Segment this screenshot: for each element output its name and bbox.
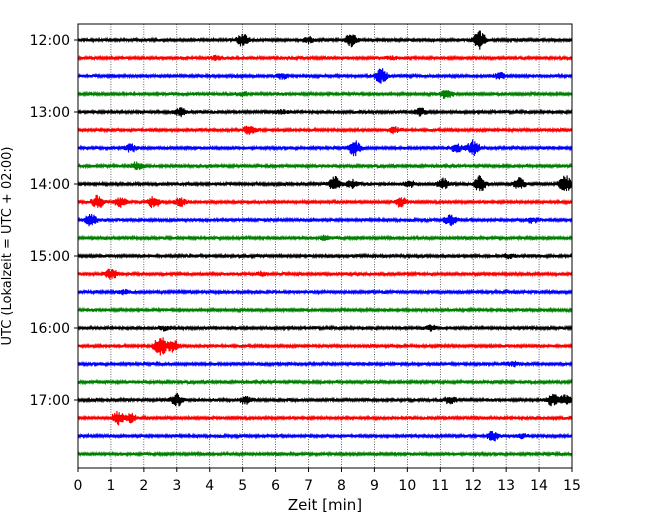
- trace-line: [77, 54, 573, 62]
- trace-line: [77, 30, 573, 50]
- trace-line: [77, 360, 573, 368]
- trace-line: [77, 175, 573, 192]
- plot-frame: [77, 23, 573, 469]
- trace-line: [77, 139, 573, 157]
- x-tick-label: 14: [530, 478, 548, 494]
- x-tick-label: 11: [431, 478, 449, 494]
- trace-line: [77, 234, 573, 242]
- trace-line: [77, 90, 573, 99]
- trace-line: [77, 268, 573, 280]
- seismic-traces: [77, 30, 573, 458]
- trace-line: [77, 306, 573, 314]
- trace-line: [77, 337, 573, 356]
- trace-line: [77, 430, 573, 442]
- x-tick-label: 4: [205, 478, 214, 494]
- trace-line: [77, 68, 573, 84]
- trace-line: [77, 410, 573, 426]
- trace-line: [77, 161, 573, 171]
- x-tick-label: 3: [172, 478, 181, 494]
- x-axis-ticks: 0 1 2 3 4 5 6 7 8 9 10 11 12 13 14 15: [74, 468, 581, 494]
- trace-line: [77, 288, 573, 296]
- x-tick-label: 8: [337, 478, 346, 494]
- y-tick-label: 15:00: [30, 249, 70, 265]
- trace-line: [77, 107, 573, 118]
- x-tick-label: 9: [370, 478, 379, 494]
- trace-line: [77, 378, 573, 386]
- y-tick-label: 12:00: [30, 33, 70, 49]
- trace-line: [77, 450, 573, 458]
- y-tick-label: 17:00: [30, 393, 70, 409]
- x-tick-label: 6: [271, 478, 280, 494]
- trace-line: [77, 393, 573, 407]
- x-tick-label: 0: [74, 478, 83, 494]
- x-tick-label: 12: [464, 478, 482, 494]
- trace-line: [77, 324, 573, 332]
- y-axis-ticks: 12:00 13:00 14:00 15:00 16:00 17:00: [30, 33, 78, 409]
- trace-line: [77, 213, 573, 227]
- x-tick-label: 13: [497, 478, 515, 494]
- trace-line: [77, 194, 573, 209]
- x-tick-label: 2: [139, 478, 148, 494]
- plot-background: [78, 24, 572, 468]
- x-tick-label: 1: [106, 478, 115, 494]
- x-axis-label: Zeit [min]: [288, 496, 362, 514]
- x-tick-label: 15: [563, 478, 581, 494]
- x-tick-label: 10: [398, 478, 416, 494]
- x-tick-label: 7: [304, 478, 313, 494]
- x-tick-label: 5: [238, 478, 247, 494]
- y-tick-label: 13:00: [30, 105, 70, 121]
- y-tick-label: 14:00: [30, 177, 70, 193]
- trace-line: [77, 125, 573, 135]
- y-axis-label: UTC (Lokalzeit = UTC + 02:00): [0, 147, 15, 346]
- trace-line: [77, 252, 573, 260]
- y-tick-label: 16:00: [30, 321, 70, 337]
